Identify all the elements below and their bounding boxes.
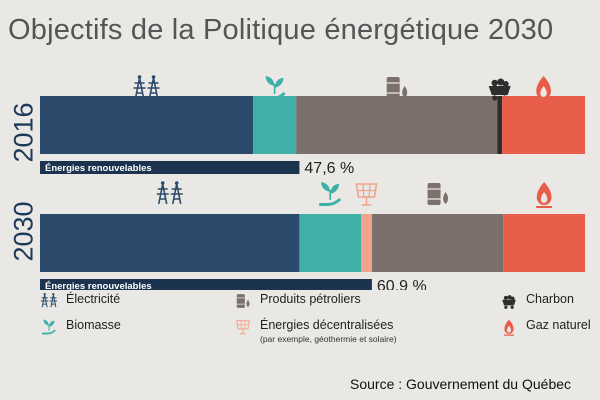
stacked-bar-chart: Énergies renouvelables 47,6 % Énergies ren… (40, 75, 585, 290)
pylon-icon (156, 181, 183, 205)
solar-panel-icon (236, 320, 250, 335)
oil-barrel-icon (236, 294, 250, 308)
bar-segment-2016-petroliers (296, 96, 498, 154)
year-label-2030: 2030 (8, 201, 39, 262)
flame-icon (535, 76, 552, 102)
bar-segment-2030-biomasse (299, 214, 362, 272)
oil-barrel-icon (427, 183, 449, 205)
source-note: Source : Gouvernement du Québec (350, 376, 572, 392)
legend-label: Gaz naturel (526, 318, 591, 332)
legend-item-charbon: Charbon (498, 292, 574, 310)
pylon-icon (40, 293, 58, 308)
bar-segment-2030-electricite (40, 214, 300, 272)
oil-barrel-icon (386, 77, 408, 99)
legend-item-biomasse: Biomasse (38, 318, 121, 336)
legend-item-electricite: Électricité (38, 292, 120, 310)
renewables-value-2030: 60,9 % (377, 278, 427, 290)
leaf-hand-icon (319, 182, 342, 206)
solar-panel-icon (355, 183, 378, 206)
bar-segment-2030-decentralisees (361, 214, 372, 272)
bar-segment-2030-petroliers (371, 214, 504, 272)
legend-label: Produits pétroliers (260, 292, 361, 306)
flame-icon (536, 182, 553, 208)
leaf-hand-icon (42, 319, 56, 335)
chart-title: Objectifs de la Politique énergétique 20… (8, 14, 554, 46)
legend-sublabel: (par exemple, géothermie et solaire) (260, 334, 397, 344)
legend-label: Énergies décentralisées (par exemple, géo… (260, 318, 397, 344)
pylon-icon (133, 75, 160, 99)
legend-label: Charbon (526, 292, 574, 306)
flame-icon (504, 319, 514, 336)
legend-item-petroliers: Produits pétroliers (232, 292, 361, 310)
legend-label: Électricité (66, 292, 121, 306)
bar-segment-2030-gaz (503, 214, 585, 272)
renewables-bar-2030 (40, 279, 372, 290)
renewables-label-2030: Énergies renouvelables (45, 281, 152, 290)
renewables-value-2016: 47,6 % (304, 160, 354, 177)
bar-segment-2016-electricite (40, 96, 254, 154)
leaf-hand-icon (263, 76, 286, 100)
bar-segment-2016-biomasse (253, 96, 297, 154)
legend-item-decentralisees: Énergies décentralisées (par exemple, géo… (232, 318, 397, 344)
legend-item-gaz: Gaz naturel (498, 318, 591, 336)
renewables-label-2016: Énergies renouvelables (45, 163, 152, 174)
bar-segment-2016-charbon (497, 96, 503, 154)
coal-cart-icon (502, 295, 516, 309)
year-label-2016: 2016 (8, 102, 39, 163)
renewables-bar-2016 (40, 161, 300, 174)
bar-segment-2016-gaz (502, 96, 585, 154)
legend-label: Biomasse (66, 318, 121, 332)
